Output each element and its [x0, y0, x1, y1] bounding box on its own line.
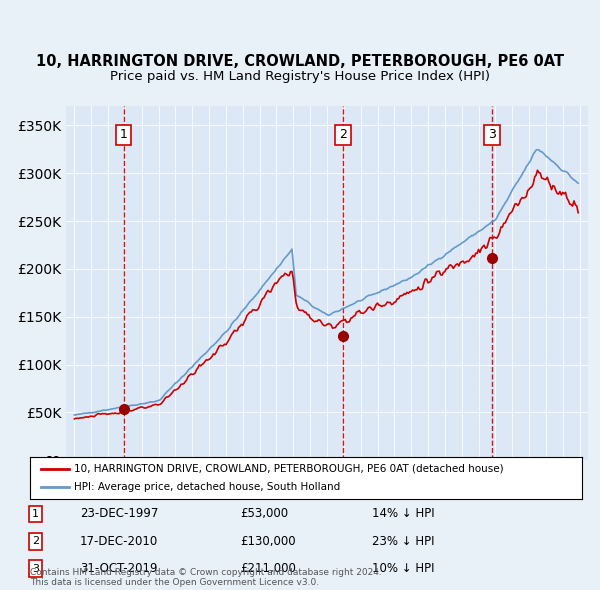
- Text: 3: 3: [32, 563, 39, 573]
- Text: 10, HARRINGTON DRIVE, CROWLAND, PETERBOROUGH, PE6 0AT (detached house): 10, HARRINGTON DRIVE, CROWLAND, PETERBOR…: [74, 464, 504, 474]
- Text: £130,000: £130,000: [240, 535, 295, 548]
- Text: 23% ↓ HPI: 23% ↓ HPI: [372, 535, 435, 548]
- Text: 23-DEC-1997: 23-DEC-1997: [80, 507, 158, 520]
- Text: 1: 1: [32, 509, 39, 519]
- Text: £211,000: £211,000: [240, 562, 296, 575]
- Text: 17-DEC-2010: 17-DEC-2010: [80, 535, 158, 548]
- Text: 10, HARRINGTON DRIVE, CROWLAND, PETERBOROUGH, PE6 0AT: 10, HARRINGTON DRIVE, CROWLAND, PETERBOR…: [36, 54, 564, 70]
- Text: 31-OCT-2019: 31-OCT-2019: [80, 562, 157, 575]
- Text: HPI: Average price, detached house, South Holland: HPI: Average price, detached house, Sout…: [74, 482, 340, 492]
- Text: 10% ↓ HPI: 10% ↓ HPI: [372, 562, 435, 575]
- Text: 2: 2: [32, 536, 39, 546]
- Text: 2: 2: [339, 129, 347, 142]
- Text: Price paid vs. HM Land Registry's House Price Index (HPI): Price paid vs. HM Land Registry's House …: [110, 70, 490, 83]
- Text: Contains HM Land Registry data © Crown copyright and database right 2024.
This d: Contains HM Land Registry data © Crown c…: [30, 568, 382, 587]
- Text: 1: 1: [119, 129, 127, 142]
- Text: 14% ↓ HPI: 14% ↓ HPI: [372, 507, 435, 520]
- Text: 3: 3: [488, 129, 496, 142]
- Text: £53,000: £53,000: [240, 507, 288, 520]
